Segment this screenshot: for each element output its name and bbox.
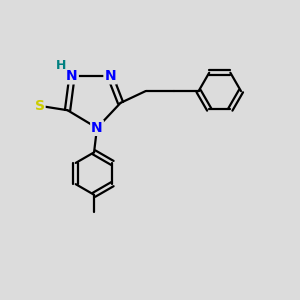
Text: S: S [34,99,45,113]
Text: N: N [66,69,78,83]
Text: N: N [91,121,103,135]
Text: H: H [56,59,66,72]
Text: N: N [104,69,116,83]
